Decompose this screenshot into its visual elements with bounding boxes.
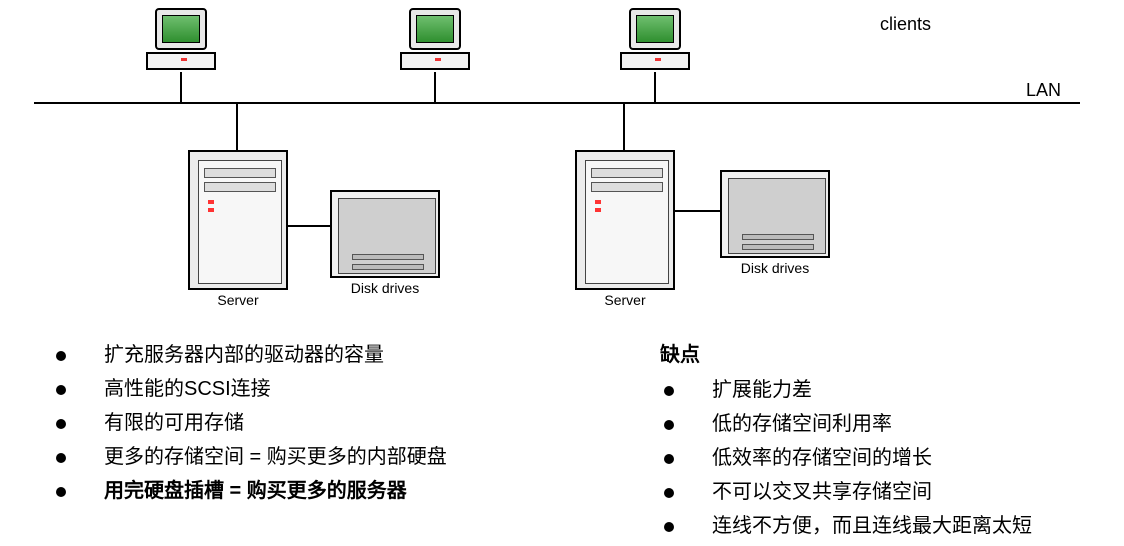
client-2-drop — [434, 72, 436, 102]
server-1-drop — [236, 104, 238, 150]
network-diagram: LAN clients Server — [0, 0, 1124, 320]
computer-icon — [146, 8, 216, 74]
disk-1: Disk drives — [330, 190, 440, 296]
features-list: 扩充服务器内部的驱动器的容量高性能的SCSI连接有限的可用存储更多的存储空间 =… — [0, 338, 580, 543]
disadvantage-item: 连线不方便，而且连线最大距离太短 — [660, 509, 1032, 543]
disk-icon — [720, 170, 830, 258]
server-1: Server — [188, 150, 288, 308]
server-2: Server — [575, 150, 675, 308]
disadvantage-item: 低的存储空间利用率 — [660, 407, 1032, 441]
clients-label: clients — [880, 14, 931, 35]
computer-icon — [620, 8, 690, 74]
server-2-disk-conn — [675, 210, 720, 212]
server-1-label: Server — [188, 292, 288, 308]
disk-2: Disk drives — [720, 170, 830, 276]
disadvantage-item: 不可以交叉共享存储空间 — [660, 475, 1032, 509]
computer-icon — [400, 8, 470, 74]
client-2 — [400, 8, 470, 74]
client-3 — [620, 8, 690, 74]
server-2-drop — [623, 104, 625, 150]
server-1-disk-conn — [288, 225, 330, 227]
server-2-label: Server — [575, 292, 675, 308]
client-1 — [146, 8, 216, 74]
disadvantage-item: 扩展能力差 — [660, 373, 1032, 407]
feature-item: 高性能的SCSI连接 — [52, 372, 580, 406]
server-icon — [575, 150, 675, 290]
client-3-drop — [654, 72, 656, 102]
disk-1-label: Disk drives — [330, 280, 440, 296]
lan-line — [34, 102, 1080, 104]
bullet-lists: 扩充服务器内部的驱动器的容量高性能的SCSI连接有限的可用存储更多的存储空间 =… — [0, 338, 1124, 543]
disadvantages-list: 缺点 扩展能力差低的存储空间利用率低效率的存储空间的增长不可以交叉共享存储空间连… — [580, 338, 1032, 543]
server-icon — [188, 150, 288, 290]
disk-2-label: Disk drives — [720, 260, 830, 276]
lan-label: LAN — [1026, 80, 1061, 101]
feature-item: 有限的可用存储 — [52, 406, 580, 440]
disadvantages-title: 缺点 — [660, 338, 1032, 367]
disadvantage-item: 低效率的存储空间的增长 — [660, 441, 1032, 475]
feature-item: 用完硬盘插槽 = 购买更多的服务器 — [52, 474, 580, 508]
disk-icon — [330, 190, 440, 278]
client-1-drop — [180, 72, 182, 102]
feature-item: 更多的存储空间 = 购买更多的内部硬盘 — [52, 440, 580, 474]
feature-item: 扩充服务器内部的驱动器的容量 — [52, 338, 580, 372]
